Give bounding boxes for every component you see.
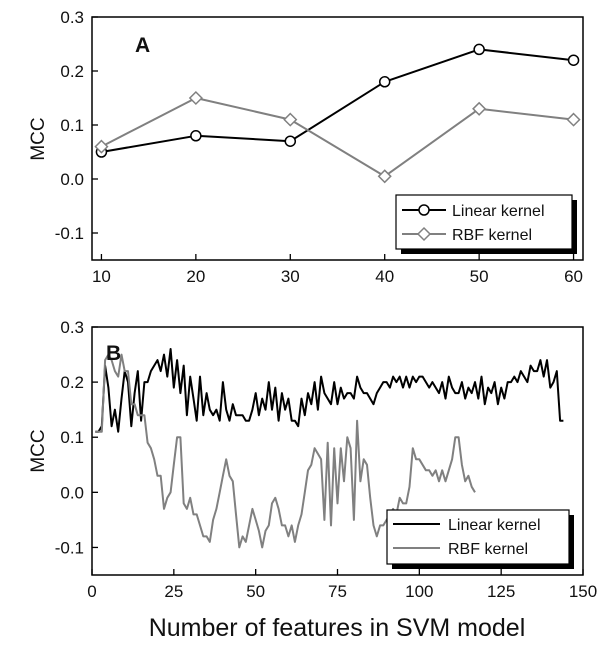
panel-a-x-tick-label: 40 [375, 267, 394, 286]
panel-b-y-tick-label: 0.3 [60, 318, 84, 337]
panel-b-y-tick-label: 0.2 [60, 373, 84, 392]
legend-a-rbf-marker [416, 226, 432, 242]
panel-a-x-tick-label: 30 [281, 267, 300, 286]
panel-a-series-rbf-line [100, 97, 574, 178]
panel-b-series [95, 348, 564, 549]
panel-a-y-axis-title: MCC [28, 117, 49, 160]
panel-a-x-tick-label: 60 [564, 267, 583, 286]
panel-b-x-ticks: 0 25 50 75 100 125 150 [87, 569, 597, 601]
panel-b: -0.10.00.10.20.3 0 25 50 75 100 125 150 B MCC … [28, 318, 597, 601]
panel-a-x-tick-label: 10 [92, 267, 111, 286]
panel-a-rbf-point [566, 112, 581, 127]
panel-a-linear-point [378, 76, 391, 88]
x-axis-title: Number of features in SVM model [149, 614, 526, 642]
panel-a-rbf-point [188, 90, 203, 106]
panel-b-label: B [106, 342, 121, 365]
panel-b-y-tick-label: 0.1 [60, 428, 84, 447]
panel-a-rbf-point [472, 101, 487, 116]
panel-b-y-tick-label: -0.1 [55, 538, 84, 557]
panel-b-x-tick-label: 0 [87, 582, 96, 601]
panel-a-linear-point [284, 135, 297, 147]
legend-a-linear-label: Linear kernel [452, 203, 545, 220]
panel-a-frame [91, 16, 584, 261]
panel-a-y-tick-label: 0.0 [60, 170, 84, 189]
panel-a-x-tick-label: 50 [470, 267, 489, 286]
panel-a-linear-point [473, 43, 485, 56]
panel-a-series [94, 43, 581, 184]
panel-a-y-tick-label: 0.3 [60, 8, 84, 27]
legend-a-rbf-label: RBF kernel [452, 227, 532, 244]
panel-b-x-tick-label: 100 [405, 582, 433, 601]
panel-b-x-tick-label: 125 [487, 582, 515, 601]
legend-b-rbf-label: RBF kernel [448, 541, 528, 558]
panel-a-y-ticks: -0.1 0.0 0.1 0.2 0.3 [55, 8, 98, 243]
panel-b-y-tick-label: 0.0 [60, 483, 84, 502]
panel-b-x-tick-label: 25 [164, 582, 183, 601]
panel-a-linear-point [190, 130, 202, 142]
panel-b-y-axis-title: MCC [28, 429, 49, 472]
panel-a-linear-point [567, 54, 580, 66]
panel-b-series-rbf-line [95, 353, 476, 549]
panel-b-legend-box [386, 509, 570, 565]
panel-a-rbf-point [94, 139, 109, 154]
panel-b-x-tick-label: 150 [569, 582, 597, 601]
panel-b-x-tick-label: 75 [328, 582, 347, 601]
legend-b-linear-label: Linear kernel [448, 517, 541, 534]
panel-b-x-tick-label: 50 [246, 582, 265, 601]
legend-a-linear-marker [418, 204, 430, 216]
panel-a-y-tick-label: -0.1 [55, 224, 84, 243]
panel-a-legend-box [395, 194, 573, 250]
panel-a-rbf-point [283, 112, 298, 127]
panel-a-x-tick-label: 20 [186, 267, 205, 286]
panel-a-y-tick-label: 0.1 [60, 116, 84, 135]
panel-b-legend: Linear kernel RBF kernel [386, 509, 574, 569]
panel-a-rbf-point [377, 169, 392, 184]
panel-a-x-ticks: 10 20 30 40 50 60 [92, 254, 583, 286]
panel-a-series-linear-line [101, 48, 574, 153]
panel-b-y-ticks: -0.1 0.0 0.1 0.2 0.3 [55, 318, 98, 557]
panel-a: -0.1 0.0 0.1 0.2 0.3 10 20 30 40 50 60 A MCC Line… [28, 8, 584, 286]
panel-b-series-linear-line [95, 348, 564, 433]
panel-a-legend: Linear kernel RBF kernel [395, 194, 577, 254]
panel-a-y-tick-label: 0.2 [60, 62, 84, 81]
panel-a-label: A [135, 34, 150, 57]
